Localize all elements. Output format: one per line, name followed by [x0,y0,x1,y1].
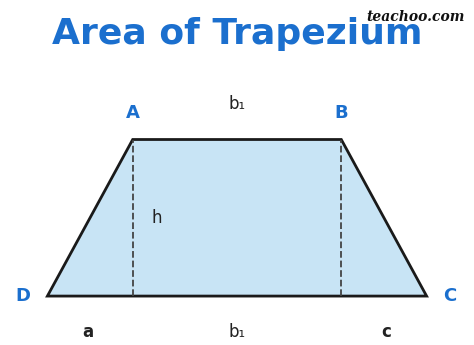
Text: h: h [152,209,162,227]
Polygon shape [47,139,427,296]
Text: A: A [126,105,140,122]
Text: b₁: b₁ [228,323,246,341]
Text: teachoo.com: teachoo.com [366,10,465,24]
Text: c: c [382,323,391,341]
Text: Area of Trapezium: Area of Trapezium [52,17,422,51]
Text: b₁: b₁ [228,95,246,112]
Text: B: B [335,105,348,122]
Text: a: a [82,323,93,341]
Text: D: D [16,287,31,305]
Text: C: C [443,287,456,305]
